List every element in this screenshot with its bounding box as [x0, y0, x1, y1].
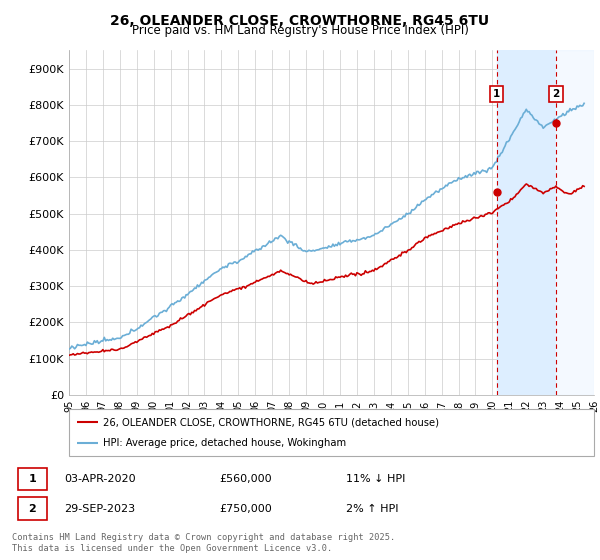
- FancyBboxPatch shape: [69, 409, 594, 456]
- FancyBboxPatch shape: [18, 497, 47, 520]
- Text: HPI: Average price, detached house, Wokingham: HPI: Average price, detached house, Woki…: [103, 438, 346, 448]
- Text: 03-APR-2020: 03-APR-2020: [64, 474, 136, 484]
- Text: £560,000: £560,000: [220, 474, 272, 484]
- Text: 26, OLEANDER CLOSE, CROWTHORNE, RG45 6TU: 26, OLEANDER CLOSE, CROWTHORNE, RG45 6TU: [110, 14, 490, 28]
- Text: 2: 2: [552, 89, 560, 99]
- Text: 11% ↓ HPI: 11% ↓ HPI: [346, 474, 406, 484]
- Text: 1: 1: [493, 89, 500, 99]
- Text: 26, OLEANDER CLOSE, CROWTHORNE, RG45 6TU (detached house): 26, OLEANDER CLOSE, CROWTHORNE, RG45 6TU…: [103, 417, 439, 427]
- Bar: [556, 50, 594, 395]
- Text: 29-SEP-2023: 29-SEP-2023: [64, 503, 135, 514]
- Text: £750,000: £750,000: [220, 503, 272, 514]
- Text: 2% ↑ HPI: 2% ↑ HPI: [346, 503, 398, 514]
- Bar: [497, 50, 556, 395]
- Text: 2: 2: [28, 503, 36, 514]
- Text: Price paid vs. HM Land Registry's House Price Index (HPI): Price paid vs. HM Land Registry's House …: [131, 24, 469, 37]
- Text: Contains HM Land Registry data © Crown copyright and database right 2025.
This d: Contains HM Land Registry data © Crown c…: [12, 533, 395, 553]
- Text: 1: 1: [28, 474, 36, 484]
- FancyBboxPatch shape: [18, 468, 47, 491]
- Bar: [556, 50, 594, 395]
